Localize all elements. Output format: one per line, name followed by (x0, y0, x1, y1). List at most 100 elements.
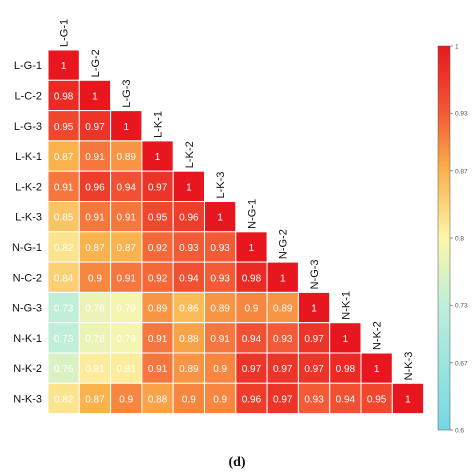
cell-value-label: 0.85 (54, 213, 74, 224)
cell-value-label: 0.96 (179, 213, 199, 224)
cell-value-label: 0.87 (85, 394, 105, 405)
heatmap-cell (360, 352, 393, 384)
cell-value-label: 0.96 (242, 394, 262, 405)
cell-value-label: 0.93 (179, 243, 199, 254)
cell-value-label: 1 (374, 364, 380, 375)
figure-caption: (d) (228, 455, 246, 470)
cell-value-label: 0.87 (54, 152, 74, 163)
colorbar-tick-label: 0.67 (455, 360, 468, 367)
row-label: N-G-3 (12, 303, 42, 315)
heatmap-cell (78, 140, 112, 172)
cell-value-label: 1 (217, 213, 223, 224)
cell-value-label: 0.82 (54, 243, 74, 254)
cell-value-label: 0.91 (54, 182, 74, 193)
heatmap-cell (141, 322, 174, 354)
cell-value-label: 0.94 (242, 334, 262, 345)
heatmap-cell (297, 352, 331, 384)
cell-value-label: 0.89 (117, 152, 137, 163)
cell-value-label: 0.95 (148, 213, 168, 224)
heatmap-cell (204, 231, 237, 263)
heatmap-cell (47, 231, 80, 263)
cell-value-label: 0.94 (179, 273, 199, 284)
heatmap-cell (297, 382, 331, 415)
colorbar (437, 45, 451, 431)
row-label: L-G-3 (14, 121, 42, 133)
cell-value-label: 0.88 (148, 394, 168, 405)
cell-value-label: 0.91 (85, 213, 105, 224)
cell-value-label: 1 (123, 122, 129, 133)
cell-value-label: 0.97 (273, 394, 293, 405)
heatmap-cell (172, 201, 205, 233)
cell-value-label: 0.97 (273, 364, 293, 375)
cell-value-label: 0.97 (304, 334, 324, 345)
cell-value-label: 1 (405, 394, 411, 405)
column-label: L-G-2 (90, 49, 102, 77)
cell-value-label: 0.81 (85, 364, 105, 375)
row-label: L-K-1 (15, 151, 42, 163)
cell-value-label: 0.91 (85, 152, 105, 163)
heatmap-cell (47, 261, 80, 293)
cell-value-label: 0.91 (210, 334, 230, 345)
row-label: N-K-2 (13, 363, 42, 375)
heatmap-cell (141, 140, 174, 172)
heatmap-cell (391, 382, 425, 415)
cell-value-label: 0.92 (148, 273, 168, 284)
column-label: N-K-1 (340, 291, 352, 320)
cell-value-label: 0.9 (182, 394, 196, 405)
cell-value-label: 0.84 (54, 273, 74, 284)
cell-value-label: 0.9 (213, 364, 227, 375)
column-label: L-G-3 (121, 79, 133, 107)
heatmap-cell (78, 382, 112, 415)
cell-value-label: 0.91 (117, 273, 137, 284)
heatmap-cell (266, 382, 299, 415)
cell-value-label: 0.89 (210, 304, 230, 315)
heatmap-cell (110, 110, 143, 142)
colorbar-tick-label: 0.73 (455, 303, 468, 310)
heatmap-cell (329, 322, 362, 354)
heatmap-cell (110, 382, 143, 415)
heatmap-cell (329, 382, 362, 415)
cell-value-label: 0.86 (179, 304, 199, 315)
column-label: N-G-3 (309, 259, 321, 289)
cell-value-label: 0.89 (148, 304, 168, 315)
cell-value-label: 0.87 (85, 243, 105, 254)
heatmap-cell (204, 382, 237, 415)
cell-value-label: 0.96 (85, 182, 105, 193)
heatmap-cell (297, 291, 331, 324)
heatmap-cell (78, 201, 112, 233)
heatmap-cell (204, 322, 237, 354)
heatmap-cell (141, 201, 174, 233)
heatmap-cell (266, 322, 299, 354)
row-label: L-K-3 (15, 212, 42, 224)
heatmap-cell (78, 231, 112, 263)
cell-value-label: 0.79 (117, 334, 137, 345)
cell-value-label: 0.93 (273, 334, 293, 345)
cell-value-label: 0.95 (367, 394, 387, 405)
column-label: N-K-2 (372, 321, 384, 350)
cell-value-label: 0.9 (88, 273, 102, 284)
heatmap-cell (235, 382, 268, 415)
row-label: L-K-2 (15, 181, 42, 193)
heatmap-cell (172, 322, 205, 354)
cell-value-label: 0.89 (273, 304, 293, 315)
cell-value-label: 1 (311, 304, 317, 315)
row-label: N-G-1 (12, 242, 42, 254)
cell-value-label: 0.78 (85, 334, 105, 345)
row-label: L-G-1 (14, 60, 42, 72)
colorbar-tick-label: 0.93 (455, 111, 468, 118)
row-label: N-K-1 (13, 333, 42, 345)
colorbar-tick-label: 1 (455, 44, 459, 51)
cell-value-label: 1 (155, 152, 161, 163)
cell-value-label: 0.97 (148, 182, 168, 193)
heatmap-cell (47, 322, 80, 354)
cell-value-label: 0.97 (242, 364, 262, 375)
column-label: N-G-2 (278, 229, 290, 259)
cell-value-label: 0.97 (85, 122, 105, 133)
cell-value-label: 0.98 (336, 364, 356, 375)
heatmap-cell (204, 352, 237, 384)
cell-value-label: 0.92 (148, 243, 168, 254)
cell-value-label: 1 (249, 243, 255, 254)
cell-value-label: 0.93 (304, 394, 324, 405)
colorbar-tick-label: 0.87 (455, 168, 468, 175)
